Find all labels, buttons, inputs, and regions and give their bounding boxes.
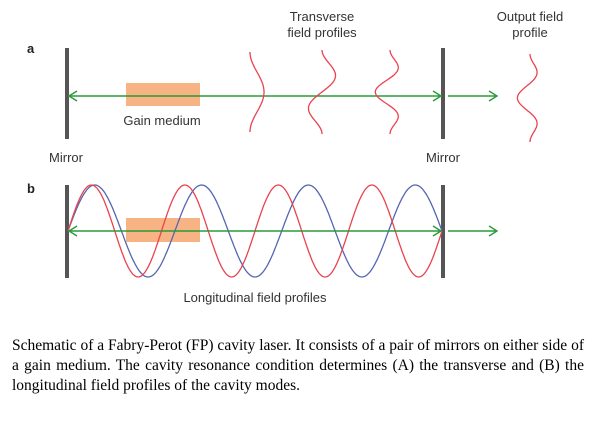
output-label-line1: Output field [497, 9, 564, 24]
output-profile [516, 53, 538, 143]
right-mirror-label: Mirror [426, 150, 461, 165]
transverse-profile-1 [249, 52, 265, 132]
right-mirror-b [441, 185, 445, 278]
longitudinal-mode-blue [67, 184, 443, 278]
transverse-label-line1: Transverse [290, 9, 355, 24]
gain-medium-block-a [126, 83, 200, 106]
transverse-profile-2 [307, 49, 337, 135]
left-mirror-b [65, 185, 69, 278]
beam-arrowhead-right-a [432, 90, 443, 102]
left-mirror-label: Mirror [49, 150, 84, 165]
gain-medium-label: Gain medium [123, 113, 200, 128]
panel-b-letter: b [27, 181, 35, 196]
output-arrowhead-b [488, 225, 499, 237]
transverse-label-line2: field profiles [287, 25, 357, 40]
transverse-profile-3 [374, 49, 399, 135]
output-arrowhead-a [488, 90, 499, 102]
right-mirror-a [441, 48, 445, 139]
beam-arrowhead-left-a [67, 90, 78, 102]
panel-a-letter: a [27, 41, 35, 56]
figure-caption: Schematic of a Fabry-Perot (FP) cavity l… [12, 337, 584, 394]
left-mirror-a [65, 48, 69, 139]
beam-arrowhead-left-b [67, 225, 78, 237]
gain-medium-block-b [126, 218, 200, 242]
longitudinal-label: Longitudinal field profiles [183, 290, 327, 305]
beam-arrowhead-right-b [432, 225, 443, 237]
output-label-line2: profile [512, 25, 547, 40]
